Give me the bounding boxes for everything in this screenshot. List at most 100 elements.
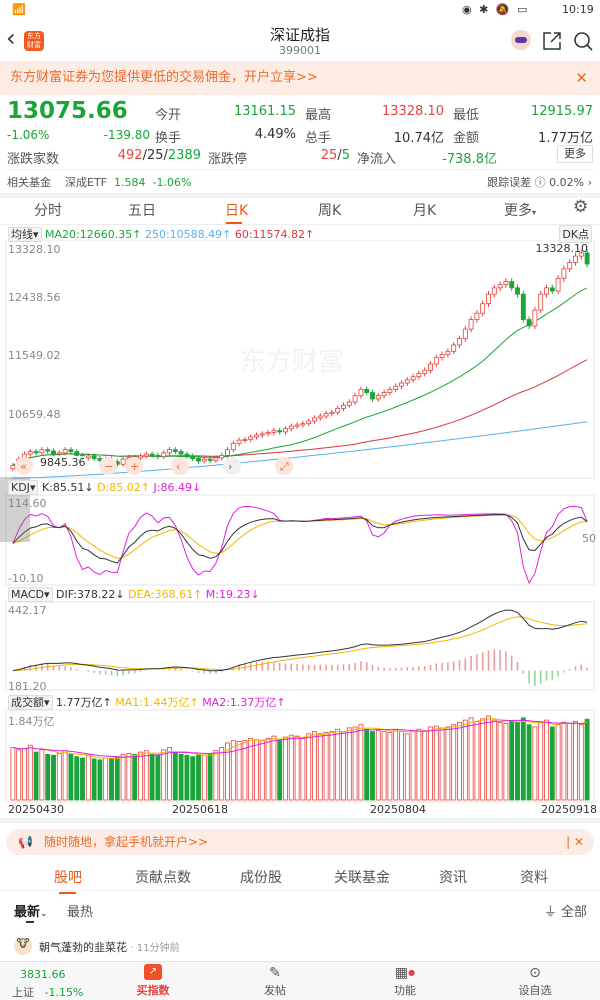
high-value: 13328.10	[381, 104, 444, 119]
ma-selector[interactable]: 均线▾	[8, 227, 42, 242]
candle-body	[312, 417, 317, 422]
volume-bar	[445, 726, 451, 801]
chart-control-icon: ‹	[176, 460, 180, 473]
volume-bar	[433, 725, 439, 801]
candle-body	[143, 453, 149, 457]
candle-body	[51, 450, 56, 455]
candle-body	[445, 350, 451, 355]
volume-bar	[85, 754, 91, 801]
candle-body	[196, 458, 201, 462]
candle-body	[358, 388, 364, 397]
date-label: 20250918	[541, 803, 597, 816]
candle-body	[45, 449, 51, 452]
assistant-icon[interactable]	[511, 30, 531, 50]
macd-legend: MACD▾ DIF:378.22↓ DEA:368.61↑ M:19.23↓	[8, 587, 260, 602]
volume-bar	[132, 753, 138, 801]
back-icon[interactable]: ‹	[6, 24, 16, 52]
volume-bar	[364, 728, 370, 801]
tab-five-day[interactable]: 五日	[128, 203, 156, 219]
add-watchlist-button[interactable]: ⊙ 设自选	[510, 964, 560, 998]
macd-selector[interactable]: MACD▾	[8, 587, 53, 602]
volume-bar	[462, 719, 468, 801]
candle-body	[433, 357, 439, 365]
close-icon[interactable]: | ✕	[566, 835, 584, 849]
more-button[interactable]: 更多	[557, 145, 593, 163]
candle-body	[161, 452, 167, 458]
sort-latest[interactable]: 最新⌄	[14, 905, 48, 920]
tab-guba[interactable]: 股吧	[54, 870, 82, 886]
dk-point-button[interactable]: DK点	[559, 225, 592, 243]
sh-index[interactable]: 上证 -1.15%	[12, 986, 84, 999]
candle-body	[544, 287, 549, 295]
volume-bar	[329, 731, 335, 801]
post-button[interactable]: ✎ 发帖	[250, 964, 300, 998]
y-tick: 10659.48	[8, 408, 61, 421]
amount-label: 金额	[453, 131, 480, 146]
period-tabs: 分时 五日 日K 周K 月K 更多▾ ⚙	[0, 197, 600, 224]
volume-bar	[323, 732, 329, 801]
chart-control-icon: ›	[228, 460, 232, 473]
volume-bar	[526, 724, 532, 801]
candle-body	[329, 411, 335, 414]
tab-constituents[interactable]: 成份股	[240, 870, 282, 886]
candle-body	[457, 338, 462, 346]
buy-index-button[interactable]: ↗ 买指数	[136, 964, 170, 997]
panel-frame	[5, 601, 595, 691]
tab-profile[interactable]: 资料	[520, 870, 548, 886]
candle-body	[74, 451, 80, 456]
volume-selector[interactable]: 成交额▾	[8, 695, 53, 710]
open-label: 今开	[155, 108, 182, 123]
volume-bar	[201, 754, 207, 801]
candle-body	[248, 436, 254, 440]
sh-index-price[interactable]: 3831.66	[20, 968, 66, 981]
tab-contribution[interactable]: 贡献点数	[135, 870, 191, 886]
candle-body	[207, 458, 213, 461]
tab-related-funds[interactable]: 关联基金	[334, 870, 390, 886]
candle-body	[538, 293, 544, 311]
trend-icon: ↗	[144, 964, 162, 980]
post-author[interactable]: 朝气蓬勃的韭菜花 · 11分钟前	[39, 941, 180, 954]
promo-text[interactable]: 东方财富证券为您提供更低的交易佣金，开户立享>>	[10, 70, 318, 85]
kline-chart[interactable]: 东方财富 « − + ‹ › ⤢	[0, 240, 600, 820]
tab-weekly-k[interactable]: 周K	[318, 203, 342, 219]
volume-bar	[538, 721, 544, 801]
chart-control-icon: +	[130, 460, 139, 473]
kdj-selector[interactable]: KDJ▾	[8, 480, 39, 495]
filter-button[interactable]: ⏚ 全部	[543, 905, 587, 920]
volume-bar	[27, 744, 33, 801]
low-value: 12915.97	[530, 104, 593, 119]
promo-banner[interactable]: 东方财富证券为您提供更低的交易佣金，开户立享>> ✕	[0, 61, 600, 95]
tab-monthly-k[interactable]: 月K	[413, 203, 437, 219]
candle-body	[578, 252, 584, 257]
more-dots-icon: ⊙	[529, 965, 541, 981]
settings-icon[interactable]: ⚙	[573, 197, 589, 217]
user-avatar[interactable]: 🐮	[14, 937, 32, 955]
candle-body	[236, 439, 242, 444]
limit-value: 25/5	[320, 148, 350, 163]
tab-more[interactable]: 更多▾	[504, 203, 537, 219]
chart-control-button	[275, 457, 293, 475]
candle-body	[213, 457, 219, 461]
related-fund[interactable]: 相关基金 深成ETF 1.584 -1.06%	[7, 176, 192, 189]
filter-icon: ⏚	[543, 905, 557, 920]
functions-button[interactable]: ▦● 功能	[380, 964, 430, 998]
abs-change: -139.80	[103, 128, 150, 142]
volume-bar	[277, 740, 283, 801]
low-label: 最低	[453, 108, 480, 123]
tracking-error[interactable]: 跟踪误差 ⓘ 0.02% ›	[487, 176, 592, 189]
close-icon[interactable]: ✕	[575, 69, 588, 87]
candle-body	[259, 433, 265, 436]
search-icon[interactable]	[573, 31, 593, 51]
tab-intraday[interactable]: 分时	[34, 203, 62, 219]
volume-ma2-line	[12, 719, 588, 758]
volume-bar	[10, 747, 16, 801]
tab-news[interactable]: 资讯	[439, 870, 467, 886]
volume-bar	[294, 735, 300, 801]
volume-bar	[335, 728, 341, 801]
sort-hot[interactable]: 最热	[67, 905, 94, 920]
tab-daily-k[interactable]: 日K	[225, 203, 249, 219]
share-icon[interactable]	[542, 31, 562, 51]
account-banner[interactable]: 📢 随时随地，拿起手机就开户>> | ✕	[6, 829, 594, 855]
header: ‹ 东方 财富 深证成指 399001	[0, 20, 600, 60]
status-icons: ◉ ✱ 🔕 ▭	[462, 3, 530, 16]
